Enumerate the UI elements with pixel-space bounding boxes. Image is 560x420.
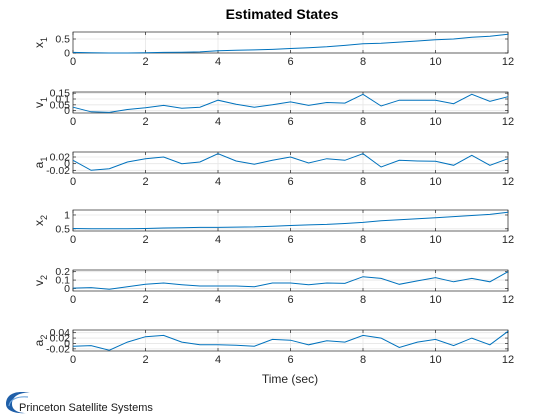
subplot-4: 0 2 4 6 8 10 12 0.5 1 x2 — [32, 209, 514, 246]
series-line-a2 — [72, 330, 509, 351]
x-tick-label: 2 — [142, 176, 148, 188]
series-line-v1 — [72, 93, 509, 113]
subplot-5: 0 2 4 6 8 10 12 00.10.2 v2 — [32, 266, 514, 306]
x-tick-label: 10 — [429, 234, 441, 246]
x-tick-label: 8 — [360, 116, 366, 128]
x-tick-label: 8 — [360, 56, 366, 68]
x-tick-label: 2 — [142, 234, 148, 246]
x-tick-label: 12 — [502, 234, 514, 246]
logo-swoosh-icon — [6, 392, 30, 414]
series-line-a1 — [72, 153, 509, 171]
x-tick-label: 4 — [215, 354, 221, 366]
x-tick-label: 0 — [70, 116, 76, 128]
y-tick-label: 0 — [64, 283, 70, 295]
x-tick-label: 10 — [429, 294, 441, 306]
x-tick-label: 8 — [360, 234, 366, 246]
x-tick-label: 6 — [287, 176, 293, 188]
x-tick-label: 0 — [70, 294, 76, 306]
figure-title: Estimated States — [226, 6, 339, 22]
x-tick-label: 6 — [287, 56, 293, 68]
x-tick-label: 4 — [215, 116, 221, 128]
y-axis-label: a2 — [32, 335, 49, 347]
y-tick-label: 0.2 — [55, 266, 70, 278]
logo-text: Princeton Satellite Systems — [19, 402, 153, 414]
y-tick-label: 0.1 — [55, 275, 70, 287]
y-tick-label: 0.5 — [55, 34, 70, 46]
x-tick-label: 4 — [215, 234, 221, 246]
x-tick-label: 12 — [502, 56, 514, 68]
x-tick-label: 0 — [70, 176, 76, 188]
x-tick-label: 6 — [287, 294, 293, 306]
y-tick-label: 0 — [64, 158, 70, 170]
x-axis-label: Time (sec) — [262, 372, 318, 386]
x-tick-label: 12 — [502, 294, 514, 306]
y-tick-label: -0.02 — [46, 165, 70, 177]
y-tick-label: 0.05 — [50, 99, 71, 111]
x-tick-label: 4 — [215, 294, 221, 306]
x-tick-label: 4 — [215, 56, 221, 68]
x-tick-label: 10 — [429, 56, 441, 68]
x-tick-label: 0 — [70, 354, 76, 366]
x-tick-label: 6 — [287, 234, 293, 246]
x-tick-label: 8 — [360, 354, 366, 366]
x-tick-label: 0 — [70, 234, 76, 246]
x-tick-label: 2 — [142, 354, 148, 366]
y-axis-label: a1 — [32, 157, 49, 169]
y-tick-label: 0.02 — [50, 152, 71, 164]
series-line-x1 — [72, 33, 509, 54]
y-tick-label: 0.15 — [50, 88, 71, 100]
series-line-v2 — [72, 271, 509, 290]
y-tick-label: 1 — [64, 209, 70, 221]
x-tick-label: 12 — [502, 116, 514, 128]
y-tick-label: 0.02 — [50, 333, 71, 345]
y-tick-label: 0.5 — [55, 223, 70, 235]
y-tick-label: 0 — [64, 338, 70, 350]
x-tick-label: 8 — [360, 294, 366, 306]
x-tick-label: 10 — [429, 176, 441, 188]
x-tick-label: 2 — [142, 116, 148, 128]
x-tick-label: 2 — [142, 56, 148, 68]
y-tick-label: -0.02 — [46, 343, 70, 355]
y-axis-label: v2 — [32, 275, 49, 286]
x-tick-label: 12 — [502, 176, 514, 188]
x-tick-label: 10 — [429, 116, 441, 128]
x-tick-label: 2 — [142, 294, 148, 306]
y-tick-label: 0.04 — [50, 327, 71, 339]
x-tick-label: 12 — [502, 354, 514, 366]
series-line-x2 — [72, 211, 509, 230]
x-tick-label: 6 — [287, 354, 293, 366]
y-axis-label: x2 — [32, 215, 49, 226]
x-tick-label: 8 — [360, 176, 366, 188]
y-axis-label: v1 — [32, 97, 49, 108]
y-axis-label: x1 — [32, 37, 49, 48]
y-tick-label: 0.1 — [55, 94, 70, 106]
company-logo: Princeton Satellite Systems — [6, 392, 153, 414]
y-tick-label: 0 — [64, 105, 70, 117]
y-tick-label: 0 — [64, 48, 70, 60]
x-tick-label: 0 — [70, 56, 76, 68]
x-tick-label: 6 — [287, 116, 293, 128]
x-tick-label: 4 — [215, 176, 221, 188]
x-tick-label: 10 — [429, 354, 441, 366]
